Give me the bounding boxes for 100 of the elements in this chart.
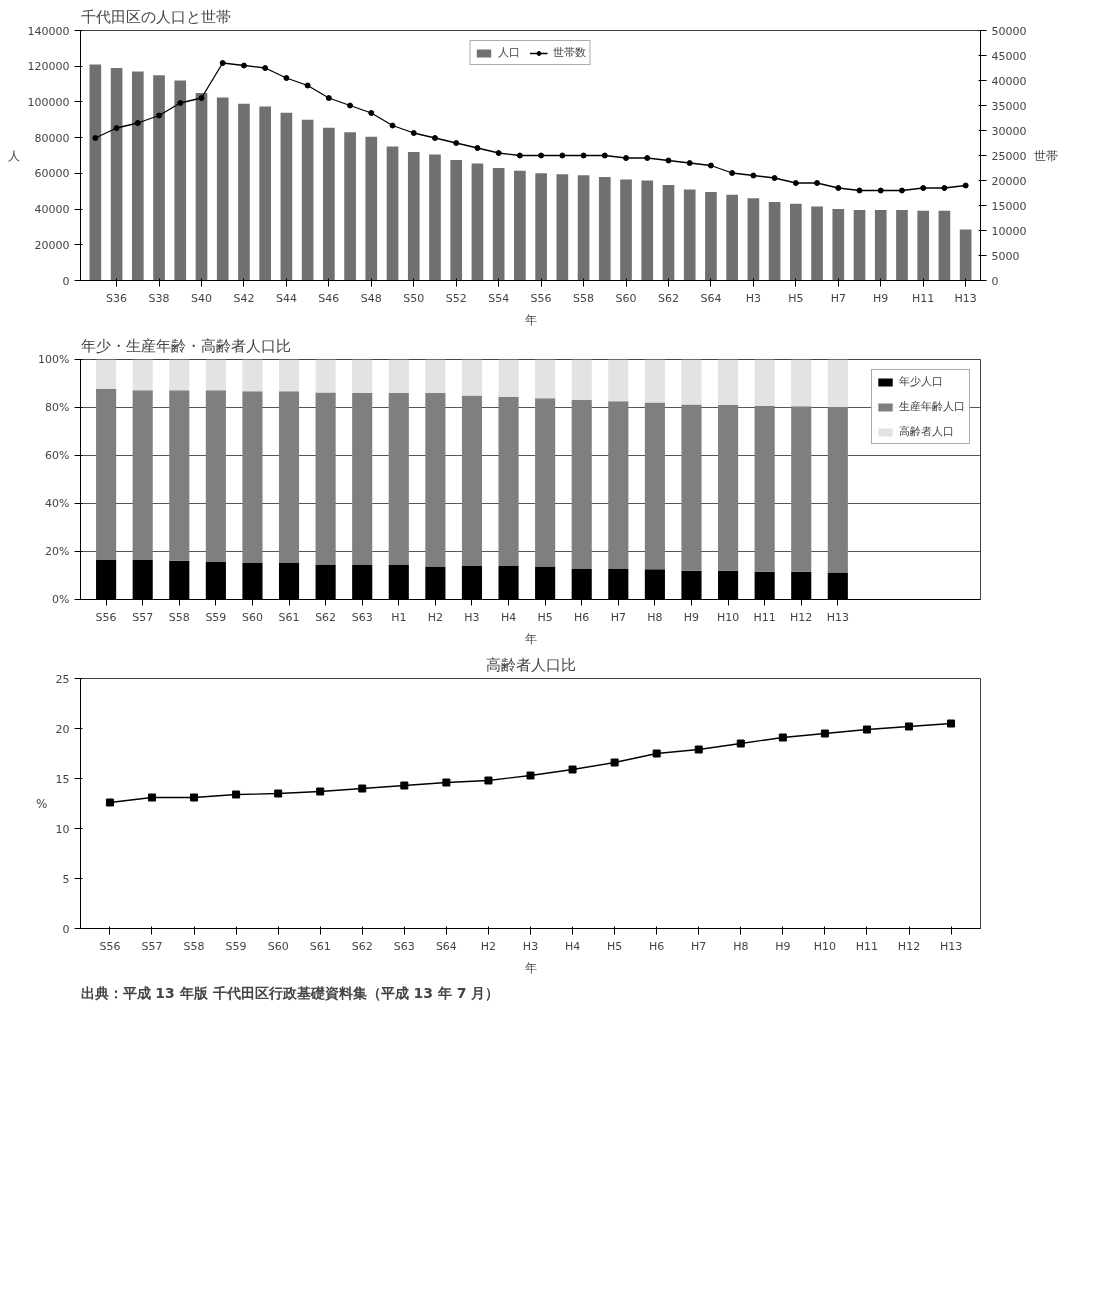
point	[134, 120, 141, 126]
bar	[169, 359, 190, 391]
bar	[96, 388, 117, 560]
point	[484, 776, 493, 785]
bar	[388, 359, 409, 394]
y-tick-label: 15	[55, 772, 70, 786]
x-tick-label: S63	[351, 610, 373, 624]
point	[368, 110, 375, 116]
bar	[791, 359, 812, 407]
bar	[450, 159, 463, 281]
bar	[535, 359, 556, 399]
y-tick-label: 120000	[27, 60, 70, 74]
bar	[571, 359, 592, 400]
x-tick-label: H6	[649, 939, 665, 953]
point	[962, 182, 969, 189]
x-tick-label: S54	[488, 291, 510, 305]
bar	[620, 179, 632, 281]
bar	[498, 396, 519, 566]
point	[835, 185, 842, 191]
point	[601, 152, 608, 159]
point	[190, 793, 199, 802]
y-tick-label: 10	[55, 822, 70, 836]
x-tick-label: H9	[775, 939, 791, 953]
bar	[110, 68, 123, 281]
x-tick-label: H5	[606, 939, 623, 953]
point	[877, 187, 884, 194]
x-tick-label: S64	[435, 939, 457, 953]
y2-tick-label: 50000	[991, 24, 1027, 38]
point	[232, 790, 241, 799]
x-tick-label: S62	[315, 610, 337, 624]
x-tick-label: S62	[657, 291, 679, 305]
bar	[429, 154, 441, 281]
x-tick-label: H1	[391, 610, 407, 624]
y-tick-label: 60%	[45, 449, 70, 462]
point	[694, 745, 703, 754]
x-tick-label: H3	[464, 610, 480, 624]
x-tick-label: H12	[897, 939, 921, 953]
x-tick-label: H10	[716, 610, 740, 624]
y-tick-label: 25	[55, 672, 70, 686]
point	[198, 95, 205, 101]
legend-label: 年少人口	[899, 374, 943, 389]
bar	[644, 359, 665, 403]
bar	[681, 404, 702, 571]
bar	[278, 391, 300, 564]
y-axis-title: 人	[7, 148, 20, 163]
bar	[644, 402, 665, 570]
bar	[662, 184, 675, 281]
x-tick-label: H11	[912, 291, 935, 305]
bar	[768, 201, 781, 281]
x-axis-title: 年	[524, 631, 537, 646]
y2-tick-label: 35000	[991, 99, 1027, 113]
bar	[853, 209, 866, 281]
bar	[535, 398, 556, 567]
bar	[577, 175, 590, 281]
point	[240, 62, 247, 69]
point	[898, 187, 905, 194]
point	[920, 185, 927, 191]
bar	[153, 75, 165, 281]
point	[814, 180, 821, 186]
bar	[132, 359, 153, 391]
x-tick-label: S59	[205, 610, 227, 624]
bar	[718, 404, 739, 571]
bar	[747, 198, 760, 281]
point	[750, 172, 757, 179]
point	[219, 60, 226, 66]
x-tick-label: S46	[318, 291, 340, 305]
point	[474, 145, 481, 151]
x-tick-label: S56	[530, 291, 552, 305]
point	[652, 749, 661, 758]
bar	[811, 206, 823, 281]
x-tick-label: H9	[873, 291, 889, 305]
bar	[681, 359, 702, 405]
x-tick-label: S56	[99, 939, 121, 953]
chart-title: 年少・生産年齢・高齢者人口比	[80, 336, 291, 355]
point	[610, 758, 619, 767]
bar	[492, 168, 505, 281]
y-tick-label: 20	[55, 722, 70, 736]
point	[105, 798, 114, 807]
x-tick-label: H7	[830, 291, 846, 305]
bar	[174, 80, 187, 281]
legend-label: 世帯数	[552, 45, 586, 60]
x-tick-label: S60	[615, 291, 637, 305]
x-tick-label: H4	[500, 610, 517, 624]
x-tick-label: H3	[745, 291, 762, 305]
point	[453, 140, 460, 146]
source-note: 出典：平成 13 年版 千代田区行政基礎資料集（平成 13 年 7 月）	[80, 984, 500, 1001]
y2-tick-label: 15000	[991, 199, 1027, 213]
chart-title: 千代田区の人口と世帯	[80, 7, 231, 26]
bar	[301, 119, 314, 281]
y-axis-title: %	[36, 796, 48, 811]
bar	[754, 359, 775, 406]
x-tick-label: S61	[278, 610, 300, 624]
point	[177, 100, 184, 106]
bar	[791, 406, 812, 572]
x-tick-label: H10	[813, 939, 837, 953]
bar	[216, 97, 229, 281]
bar	[874, 209, 887, 281]
chart-title: 高齢者人口比	[485, 655, 576, 674]
point	[389, 122, 396, 129]
bar	[238, 103, 250, 281]
